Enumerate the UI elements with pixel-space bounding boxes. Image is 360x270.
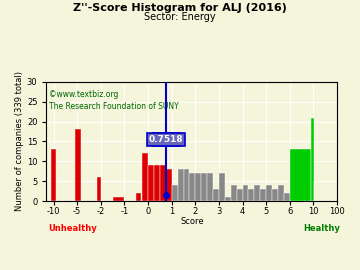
Bar (154, 165, 160, 201)
Y-axis label: Number of companies (339 total): Number of companies (339 total) (15, 71, 24, 211)
Bar (97, 177, 101, 201)
Bar (177, 169, 184, 201)
Bar (189, 173, 195, 201)
Bar (290, 149, 311, 201)
Bar (284, 193, 290, 201)
Text: Unhealthy: Unhealthy (48, 224, 97, 233)
Bar (278, 185, 284, 201)
Bar (260, 189, 266, 201)
Bar (272, 189, 278, 201)
Text: Healthy: Healthy (303, 224, 340, 233)
Bar (75, 129, 81, 201)
Bar (225, 197, 231, 201)
Text: Sector: Energy: Sector: Energy (144, 12, 216, 22)
Bar (148, 165, 154, 201)
Bar (160, 165, 166, 201)
Text: 0.7518: 0.7518 (149, 135, 183, 144)
Text: The Research Foundation of SUNY: The Research Foundation of SUNY (49, 102, 179, 111)
Bar (113, 197, 125, 201)
Bar (201, 173, 207, 201)
Bar (237, 189, 243, 201)
Bar (195, 173, 201, 201)
Bar (248, 189, 255, 201)
Bar (172, 185, 177, 201)
Bar (311, 117, 314, 201)
Bar (231, 185, 237, 201)
Text: Z''-Score Histogram for ALJ (2016): Z''-Score Histogram for ALJ (2016) (73, 3, 287, 13)
Bar (142, 153, 148, 201)
Bar (266, 185, 272, 201)
Text: ©www.textbiz.org: ©www.textbiz.org (49, 90, 119, 99)
Bar (207, 173, 213, 201)
Bar (136, 193, 141, 201)
Bar (166, 169, 172, 201)
Bar (219, 173, 225, 201)
Bar (213, 189, 219, 201)
Bar (51, 149, 56, 201)
Bar (184, 169, 189, 201)
Bar (255, 185, 260, 201)
Bar (243, 185, 248, 201)
X-axis label: Score: Score (180, 217, 204, 226)
